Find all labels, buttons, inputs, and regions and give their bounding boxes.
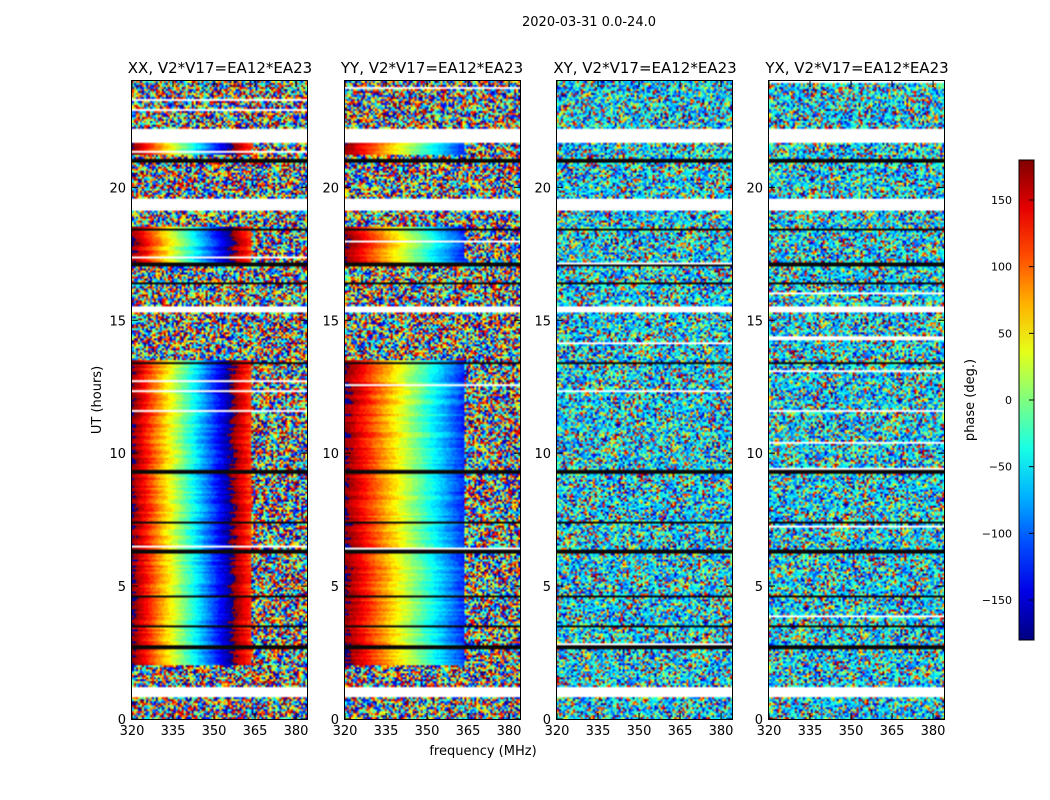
y-tick-label: 10 <box>746 447 763 462</box>
y-tick-label: 0 <box>118 713 126 728</box>
x-tick-label: 320 <box>757 724 782 739</box>
x-tick-label: 320 <box>120 724 145 739</box>
x-tick-label: 365 <box>668 724 693 739</box>
x-tick-label: 320 <box>545 724 570 739</box>
y-tick-label: 20 <box>322 181 339 196</box>
y-tick-label: 0 <box>543 713 551 728</box>
y-axis-label: UT (hours) <box>90 366 105 434</box>
colorbar-tick-label: 100 <box>991 261 1012 274</box>
x-tick-label: 350 <box>202 724 227 739</box>
panel-frame-xx <box>131 80 308 720</box>
y-tick-label: 15 <box>109 314 126 329</box>
y-tick-label: 5 <box>331 580 339 595</box>
y-tick-label: 15 <box>746 314 763 329</box>
y-tick-label: 20 <box>109 181 126 196</box>
x-tick-label: 380 <box>284 724 309 739</box>
panel-title-yy: YY, V2*V17=EA12*EA23 <box>340 59 523 77</box>
panel-frame-xy <box>556 80 733 720</box>
y-tick-label: 5 <box>755 580 763 595</box>
x-tick-label: 350 <box>627 724 652 739</box>
x-tick-label: 365 <box>456 724 481 739</box>
x-tick-label: 350 <box>415 724 440 739</box>
x-tick-label: 380 <box>497 724 522 739</box>
y-tick-label: 15 <box>322 314 339 329</box>
panel-image-xx <box>132 81 307 719</box>
x-tick-label: 320 <box>333 724 358 739</box>
y-tick-label: 10 <box>322 447 339 462</box>
axis-ticks: 320 335 350 365 380 0 5 10 15 20 320 335 350 365 380 0 5… <box>109 81 945 739</box>
colorbar-tick-label: 150 <box>991 194 1012 207</box>
colorbar-tick-label: 0 <box>1005 394 1012 407</box>
panel-image-xy <box>557 81 732 719</box>
x-tick-label: 350 <box>839 724 864 739</box>
panel-frame-yx <box>768 80 945 720</box>
colorbar-tick-label: 50 <box>998 327 1012 340</box>
panel-image-yx <box>769 81 944 719</box>
x-axis-label: frequency (MHz) <box>429 744 536 759</box>
colorbar-tick-label: −150 <box>982 594 1012 607</box>
x-tick-label: 365 <box>880 724 905 739</box>
panel-title-yx: YX, V2*V17=EA12*EA23 <box>764 59 948 77</box>
y-tick-label: 10 <box>534 447 551 462</box>
figure-suptitle: 2020-03-31 0.0-24.0 <box>522 15 656 30</box>
colorbar-label: phase (deg.) <box>963 359 978 441</box>
x-tick-label: 335 <box>798 724 823 739</box>
y-tick-label: 20 <box>746 181 763 196</box>
x-tick-label: 365 <box>243 724 268 739</box>
colorbar-tick-label: −50 <box>989 461 1012 474</box>
x-tick-label: 335 <box>586 724 611 739</box>
y-tick-label: 10 <box>109 447 126 462</box>
x-tick-label: 380 <box>921 724 946 739</box>
y-tick-label: 5 <box>118 580 126 595</box>
panel-frame-yy <box>344 80 521 720</box>
y-tick-label: 0 <box>755 713 763 728</box>
y-tick-label: 0 <box>331 713 339 728</box>
panel-title-xy: XY, V2*V17=EA12*EA23 <box>553 59 736 77</box>
panel-title-xx: XX, V2*V17=EA12*EA23 <box>128 59 312 77</box>
y-tick-label: 5 <box>543 580 551 595</box>
x-tick-label: 335 <box>161 724 186 739</box>
panel-image-yy <box>345 81 520 719</box>
colorbar-tick-label: −100 <box>982 527 1012 540</box>
y-tick-label: 20 <box>534 181 551 196</box>
x-tick-label: 335 <box>374 724 399 739</box>
x-tick-label: 380 <box>709 724 734 739</box>
y-tick-label: 15 <box>534 314 551 329</box>
colorbar-ticks: 150 100 50 0 −50 −100 −150 <box>982 194 1034 607</box>
